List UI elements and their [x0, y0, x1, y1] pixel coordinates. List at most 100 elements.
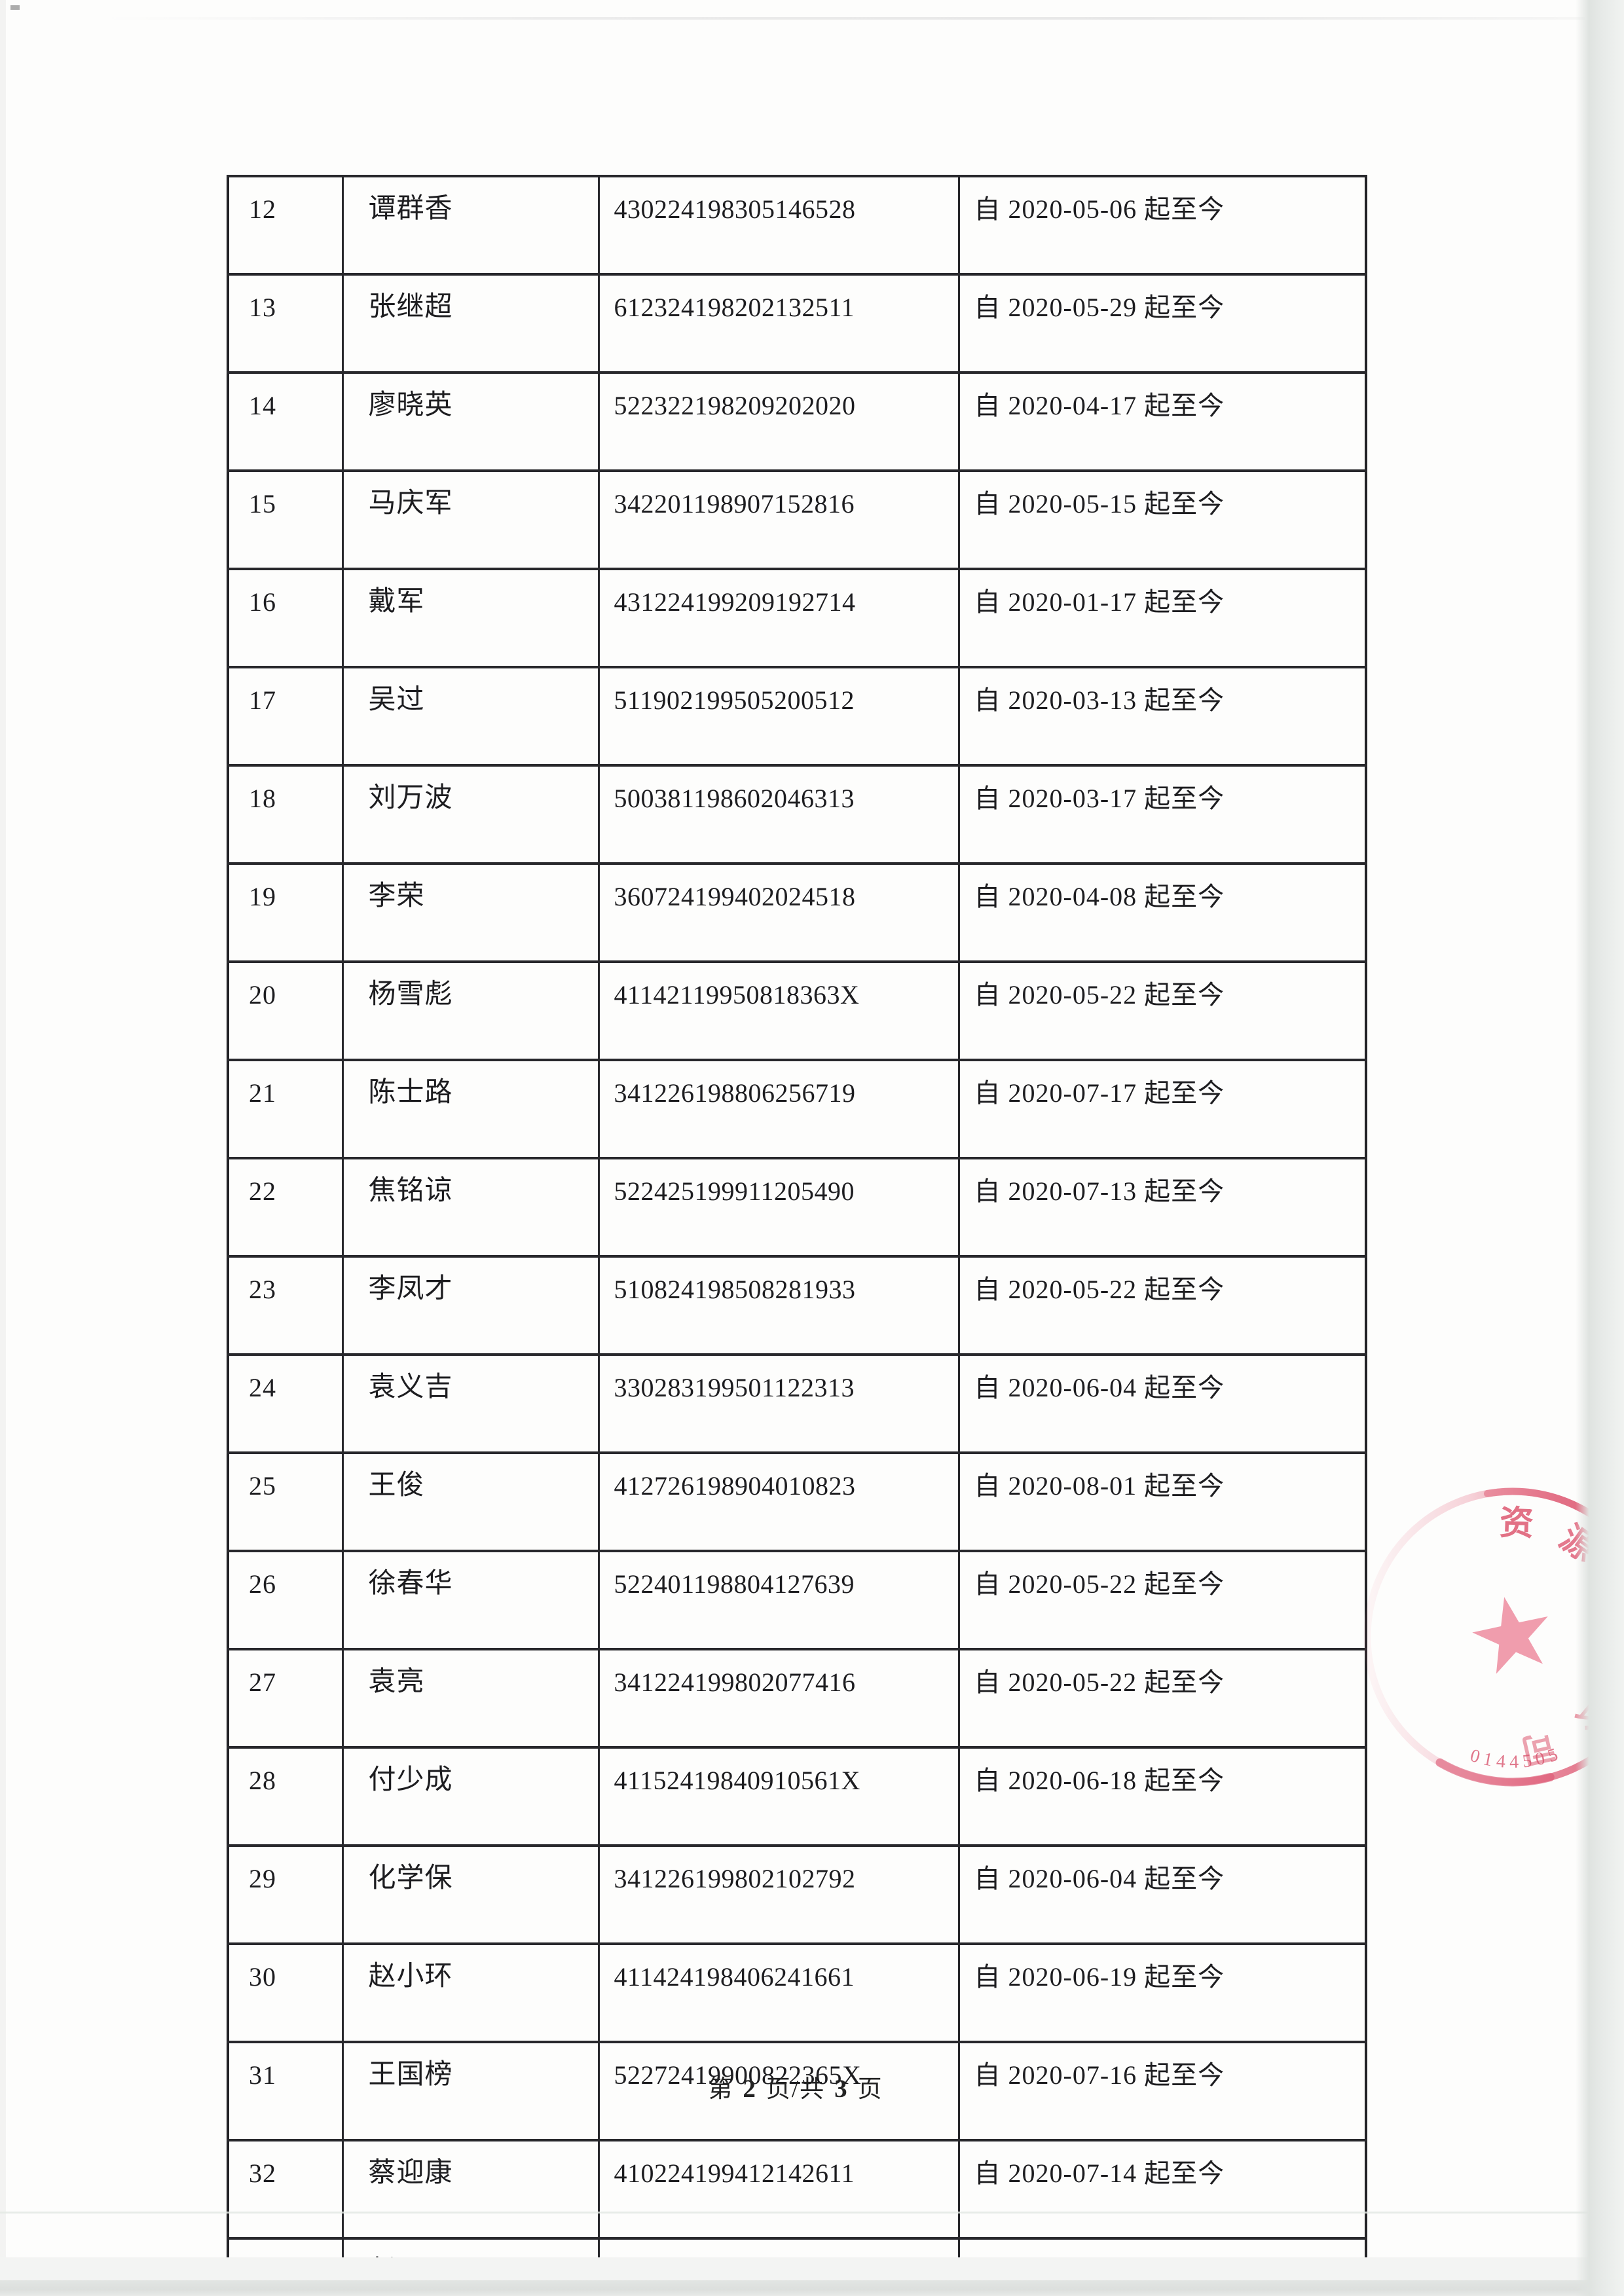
footer-total-pages: 3	[834, 2075, 849, 2103]
row-number-cell: 25	[227, 1451, 344, 1552]
name-cell: 陈士路	[341, 1059, 600, 1159]
name-cell: 化学保	[341, 1844, 600, 1945]
id-number-cell: 412726198904010823	[597, 1451, 960, 1552]
period-cell: 自 2020-07-14 起至今	[957, 2139, 1367, 2240]
row-number-cell: 12	[227, 175, 344, 276]
row-number-cell: 22	[227, 1157, 344, 1258]
scan-speck	[10, 5, 20, 10]
seal-arc-character: 资	[1499, 1504, 1534, 1543]
page-footer: 第 2 页/共 3 页	[227, 2069, 1365, 2104]
scan-bottom-line	[0, 2212, 1624, 2214]
id-number-cell: 522322198209202020	[597, 371, 960, 472]
id-number-cell: 431224199209192714	[597, 568, 960, 668]
scan-bottom-shade	[0, 2257, 1624, 2280]
star-icon	[1472, 1597, 1548, 1674]
name-cell: 李凤才	[341, 1255, 600, 1356]
period-cell: 自 2020-05-22 起至今	[957, 1550, 1367, 1650]
name-cell: 张继超	[341, 273, 600, 374]
period-cell: 自 2020-04-17 起至今	[957, 371, 1367, 472]
name-cell: 袁亮	[341, 1648, 600, 1749]
row-number-cell: 27	[227, 1648, 344, 1749]
id-number-cell: 510824198508281933	[597, 1255, 960, 1356]
seal-arc-character: 司	[1517, 1726, 1559, 1770]
id-number-cell: 411424198406241661	[597, 1942, 960, 2043]
period-cell: 自 2020-07-16 起至今	[957, 2041, 1367, 2141]
table-row: 24 袁义吉 330283199501122313 自 2020-06-04 起…	[227, 1353, 1367, 1454]
id-number-cell: 330283199501122313	[597, 1353, 960, 1454]
row-number-cell: 20	[227, 960, 344, 1061]
personnel-roster-table: 12 谭群香 430224198305146528 自 2020-05-06 起…	[227, 175, 1367, 2296]
row-number-cell: 23	[227, 1255, 344, 1356]
scan-right-edge	[1576, 0, 1624, 2296]
name-cell: 杨雪彪	[341, 960, 600, 1061]
row-number-cell: 26	[227, 1550, 344, 1650]
row-number-cell: 16	[227, 568, 344, 668]
name-cell: 徐春华	[341, 1550, 600, 1650]
period-cell: 自 2020-06-04 起至今	[957, 1844, 1367, 1945]
table-row: 16 戴军 431224199209192714 自 2020-01-17 起至…	[227, 568, 1367, 668]
period-cell: 自 2020-06-04 起至今	[957, 1353, 1367, 1454]
row-number-cell: 31	[227, 2041, 344, 2141]
period-cell: 自 2020-06-19 起至今	[957, 1942, 1367, 2043]
name-cell: 付少成	[341, 1746, 600, 1847]
table-row: 23 李凤才 510824198508281933 自 2020-05-22 起…	[227, 1255, 1367, 1356]
scan-left-edge	[0, 0, 6, 2296]
table-row: 15 马庆军 342201198907152816 自 2020-05-15 起…	[227, 469, 1367, 570]
seal-ring-bottom-arc	[1435, 1758, 1555, 1787]
name-cell: 谭群香	[341, 175, 600, 276]
row-number-cell: 24	[227, 1353, 344, 1454]
id-number-cell: 341226199802102792	[597, 1844, 960, 1945]
seal-serial-number: 0144505	[1468, 1743, 1565, 1772]
name-cell: 吴过	[341, 666, 600, 767]
table-row: 32 蔡迎康 410224199412142611 自 2020-07-14 起…	[227, 2139, 1367, 2240]
row-number-cell: 17	[227, 666, 344, 767]
scan-bottom-edge	[0, 2280, 1624, 2296]
row-number-cell: 29	[227, 1844, 344, 1945]
period-cell: 自 2020-05-22 起至今	[957, 1648, 1367, 1749]
row-number-cell: 15	[227, 469, 344, 570]
period-cell: 自 2020-05-29 起至今	[957, 273, 1367, 374]
footer-suffix: 页	[857, 2076, 883, 2103]
period-cell: 自 2020-05-15 起至今	[957, 469, 1367, 570]
period-cell: 自 2020-04-08 起至今	[957, 862, 1367, 963]
name-cell: 廖晓英	[341, 371, 600, 472]
id-number-cell: 612324198202132511	[597, 273, 960, 374]
row-number-cell: 19	[227, 862, 344, 963]
table-row: 31 王国榜 52272419900822365X 自 2020-07-16 起…	[227, 2041, 1367, 2141]
scan-top-streak	[105, 17, 1585, 20]
id-number-cell: 511902199505200512	[597, 666, 960, 767]
period-cell: 自 2020-05-22 起至今	[957, 960, 1367, 1061]
row-number-cell: 13	[227, 273, 344, 374]
id-number-cell: 360724199402024518	[597, 862, 960, 963]
name-cell: 马庆军	[341, 469, 600, 570]
id-number-cell: 341226198806256719	[597, 1059, 960, 1159]
period-cell: 自 2020-07-17 起至今	[957, 1059, 1367, 1159]
table-row: 17 吴过 511902199505200512 自 2020-03-13 起至…	[227, 666, 1367, 767]
id-number-cell: 41142119950818363X	[597, 960, 960, 1061]
period-cell: 自 2020-03-13 起至今	[957, 666, 1367, 767]
table-row: 26 徐春华 522401198804127639 自 2020-05-22 起…	[227, 1550, 1367, 1650]
id-number-cell: 430224198305146528	[597, 175, 960, 276]
footer-page-number: 2	[743, 2075, 757, 2103]
table-row: 22 焦铭谅 522425199911205490 自 2020-07-13 起…	[227, 1157, 1367, 1258]
table-row: 28 付少成 41152419840910561X 自 2020-06-18 起…	[227, 1746, 1367, 1847]
table-row: 25 王俊 412726198904010823 自 2020-08-01 起至…	[227, 1451, 1367, 1552]
row-number-cell: 28	[227, 1746, 344, 1847]
id-number-cell: 52272419900822365X	[597, 2041, 960, 2141]
name-cell: 刘万波	[341, 764, 600, 865]
period-cell: 自 2020-06-18 起至今	[957, 1746, 1367, 1847]
row-number-cell: 14	[227, 371, 344, 472]
period-cell: 自 2020-08-01 起至今	[957, 1451, 1367, 1552]
period-cell: 自 2020-05-22 起至今	[957, 1255, 1367, 1356]
id-number-cell: 522401198804127639	[597, 1550, 960, 1650]
row-number-cell: 18	[227, 764, 344, 865]
id-number-cell: 410224199412142611	[597, 2139, 960, 2240]
period-cell: 自 2020-05-06 起至今	[957, 175, 1367, 276]
row-number-cell: 30	[227, 1942, 344, 2043]
id-number-cell: 522425199911205490	[597, 1157, 960, 1258]
period-cell: 自 2020-07-13 起至今	[957, 1157, 1367, 1258]
footer-mid: 页/共	[766, 2076, 826, 2103]
table-row: 13 张继超 612324198202132511 自 2020-05-29 起…	[227, 273, 1367, 374]
name-cell: 焦铭谅	[341, 1157, 600, 1258]
